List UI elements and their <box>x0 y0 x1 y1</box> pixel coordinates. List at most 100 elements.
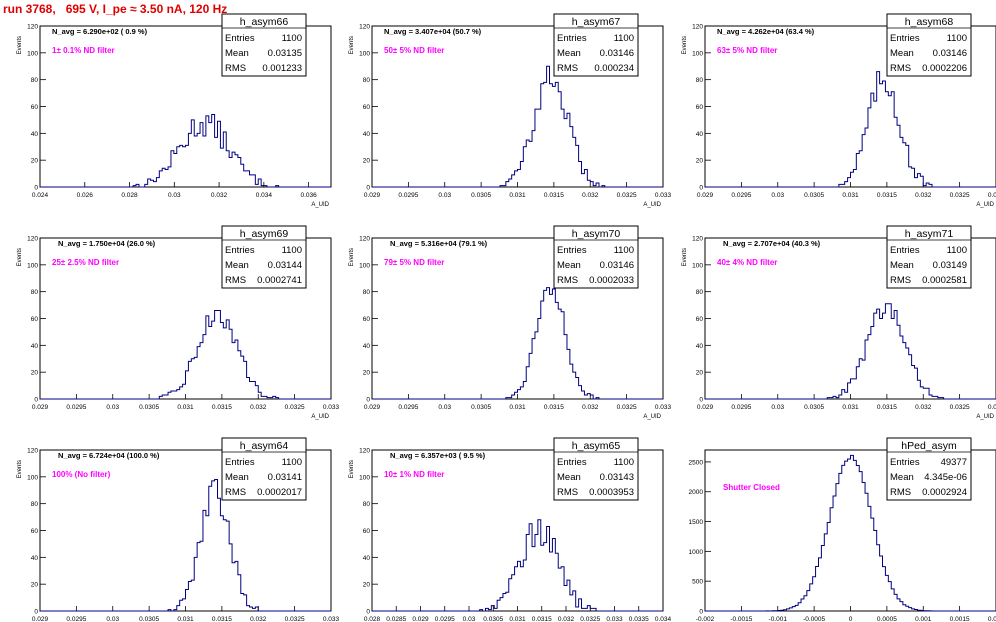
x-tick-label: 0.032 <box>582 404 599 411</box>
y-tick-label: 80 <box>696 77 704 84</box>
x-tick-label: 0.0305 <box>471 404 491 411</box>
x-tick-label: 0.032 <box>211 192 228 199</box>
stats-value: 1100 <box>614 33 634 44</box>
stats-value: 49377 <box>941 457 967 468</box>
x-tick-label: 0.0305 <box>483 616 503 622</box>
histogram-series <box>40 114 331 188</box>
x-tick-label: 0.032 <box>582 192 599 199</box>
x-axis-label: A_UID <box>976 414 994 420</box>
y-tick-label: 80 <box>363 501 371 508</box>
filter-annotation: Shutter Closed <box>723 483 780 492</box>
y-tick-label: 120 <box>27 236 38 243</box>
histogram-name: h_asym64 <box>240 440 289 452</box>
y-tick-label: 120 <box>692 236 703 243</box>
stats-value: 0.03141 <box>268 472 302 483</box>
x-tick-label: 0.0315 <box>877 192 897 199</box>
x-axis-label: A_UID <box>976 202 994 208</box>
stats-label: Entries <box>557 457 587 468</box>
y-axis-label: Events <box>17 248 23 266</box>
filter-annotation: 50± 5% ND filter <box>384 46 444 55</box>
x-tick-label: 0.033 <box>655 192 672 199</box>
x-tick-label: -0.002 <box>696 616 715 622</box>
histogram-panel-h_asym70: 0.029 0.0295 0.03 0.0305 0.031 0.0315 0.032 0.0… <box>349 225 672 420</box>
y-tick-label: 0 <box>699 397 703 404</box>
x-tick-label: 0.001 <box>915 616 932 622</box>
y-tick-label: 60 <box>31 528 39 535</box>
y-tick-label: 40 <box>696 131 704 138</box>
histogram-panel-h_asym67: 0.029 0.0295 0.03 0.0305 0.031 0.0315 0.032 0.0… <box>349 13 672 208</box>
stats-box <box>221 13 307 77</box>
y-tick-label: 0 <box>699 185 703 192</box>
stats-label: RMS <box>225 63 246 74</box>
y-tick-label: 1500 <box>689 519 704 526</box>
stats-box <box>553 225 639 289</box>
filter-annotation: 79± 5% ND filter <box>384 258 444 267</box>
stats-value: 1100 <box>947 245 967 256</box>
stats-value: 0.03149 <box>933 260 967 271</box>
y-tick-label: 80 <box>696 289 704 296</box>
stats-label: Mean <box>225 472 249 483</box>
y-tick-label: 80 <box>363 289 371 296</box>
x-tick-label: 0.0325 <box>285 404 305 411</box>
y-axis-label: Events <box>17 460 23 478</box>
y-axis-label: Events <box>349 36 355 54</box>
stats-label: Entries <box>890 245 920 256</box>
y-tick-label: 20 <box>363 370 371 377</box>
filter-annotation: 1± 0.1% ND filter <box>52 46 115 55</box>
y-tick-label: 1000 <box>689 549 704 556</box>
x-tick-label: -0.001 <box>769 616 788 622</box>
y-tick-label: 60 <box>363 528 371 535</box>
y-tick-label: 120 <box>359 24 370 31</box>
y-tick-label: 120 <box>359 448 370 455</box>
y-tick-label: 40 <box>31 343 39 350</box>
y-tick-label: 20 <box>363 582 371 589</box>
n-avg-label: N_avg = 2.707e+04 (40.3 %) <box>723 239 821 248</box>
x-tick-label: -0.0015 <box>730 616 752 622</box>
y-tick-label: 60 <box>696 316 704 323</box>
x-tick-label: 0.0315 <box>544 192 564 199</box>
y-axis-label: Events <box>682 248 688 266</box>
y-axis-label: Events <box>349 248 355 266</box>
y-tick-label: 40 <box>31 555 39 562</box>
stats-box <box>886 13 972 77</box>
x-tick-label: 0.0285 <box>386 616 406 622</box>
x-tick-label: 0.0295 <box>66 616 86 622</box>
x-tick-label: 0.036 <box>300 192 317 199</box>
x-tick-label: 0.0295 <box>398 404 418 411</box>
x-tick-label: 0.0305 <box>804 404 824 411</box>
x-tick-label: 0.032 <box>915 192 932 199</box>
y-tick-label: 80 <box>31 501 39 508</box>
y-tick-label: 100 <box>359 474 370 481</box>
x-tick-label: 0.03 <box>463 616 476 622</box>
x-tick-label: 0.0325 <box>580 616 600 622</box>
histogram-series <box>40 309 331 400</box>
y-tick-label: 40 <box>363 343 371 350</box>
y-tick-label: 40 <box>696 343 704 350</box>
stats-box <box>553 13 639 77</box>
filter-annotation: 63± 5% ND filter <box>717 46 777 55</box>
stats-label: RMS <box>890 63 911 74</box>
x-tick-label: 0.031 <box>177 404 194 411</box>
histogram-name: h_asym68 <box>905 16 954 28</box>
stats-box <box>221 225 307 289</box>
x-tick-label: 0.002 <box>988 616 996 622</box>
histogram-panel-h_asym68: 0.029 0.0295 0.03 0.0305 0.031 0.0315 0.032 0.0… <box>682 13 996 208</box>
x-tick-label: 0.029 <box>412 616 429 622</box>
stats-label: Entries <box>225 245 255 256</box>
y-tick-label: 120 <box>692 24 703 31</box>
filter-annotation: 40± 4% ND filter <box>717 258 777 267</box>
run-title: run 3768, 695 V, I_pe ≈ 3.50 nA, 120 Hz <box>3 2 228 16</box>
y-tick-label: 0 <box>34 397 38 404</box>
stats-label: RMS <box>890 487 911 498</box>
y-tick-label: 2500 <box>689 459 704 466</box>
filter-annotation: 25± 2.5% ND filter <box>52 258 119 267</box>
stats-label: RMS <box>557 275 578 286</box>
y-tick-label: 2000 <box>689 489 704 496</box>
stats-value: 0.0002924 <box>922 487 967 498</box>
y-tick-label: 20 <box>31 582 39 589</box>
x-tick-label: 0.029 <box>697 192 714 199</box>
stats-value: 0.03146 <box>600 260 634 271</box>
y-tick-label: 100 <box>692 262 703 269</box>
stats-label: Mean <box>557 472 581 483</box>
x-tick-label: 0.0315 <box>877 404 897 411</box>
